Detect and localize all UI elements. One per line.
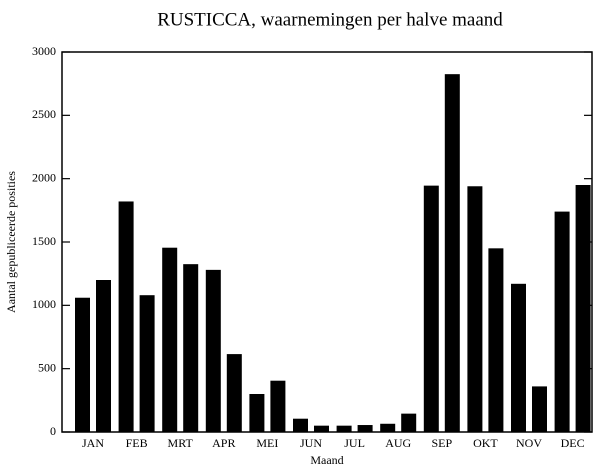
bar (423, 185, 439, 432)
x-tick-label: OKT (473, 436, 498, 450)
bar (357, 425, 373, 432)
bar (226, 354, 242, 432)
bar (488, 248, 504, 432)
bar (118, 201, 134, 432)
y-tick-label: 2500 (32, 107, 56, 121)
bar (249, 394, 265, 432)
y-tick-label: 500 (38, 360, 56, 374)
y-tick-label: 0 (50, 424, 56, 438)
x-tick-label: APR (212, 436, 235, 450)
bar (162, 247, 178, 432)
y-tick-label: 1500 (32, 234, 56, 248)
x-tick-label: JUN (300, 436, 322, 450)
y-tick-label: 3000 (32, 44, 56, 58)
bar (270, 380, 286, 432)
bar (380, 423, 396, 432)
x-tick-label: FEB (126, 436, 148, 450)
bar (75, 297, 90, 432)
x-tick-label: NOV (516, 436, 542, 450)
bar (314, 425, 329, 432)
bar (336, 425, 352, 432)
bar (532, 386, 547, 432)
x-axis-label: Maand (310, 453, 343, 467)
bar (293, 418, 308, 432)
bar (183, 264, 199, 432)
x-tick-label: MRT (168, 436, 194, 450)
bar (511, 283, 526, 432)
x-tick-label: DEC (561, 436, 585, 450)
bar (139, 295, 155, 432)
y-tick-label: 1000 (32, 297, 56, 311)
bar (554, 211, 570, 432)
x-tick-label: AUG (385, 436, 411, 450)
bar (205, 269, 221, 432)
bar (96, 280, 111, 432)
y-axis-label: Aantal gepubliceerde posities (4, 171, 18, 313)
x-tick-label: JUL (344, 436, 365, 450)
y-tick-label: 2000 (32, 170, 56, 184)
bar (401, 413, 417, 432)
bar (575, 185, 591, 432)
chart-title: RUSTICCA, waarnemingen per halve maand (157, 9, 503, 30)
x-tick-label: JAN (82, 436, 104, 450)
bar (444, 74, 460, 433)
bar (467, 186, 483, 432)
x-tick-label: SEP (431, 436, 452, 450)
x-tick-label: MEI (256, 436, 278, 450)
